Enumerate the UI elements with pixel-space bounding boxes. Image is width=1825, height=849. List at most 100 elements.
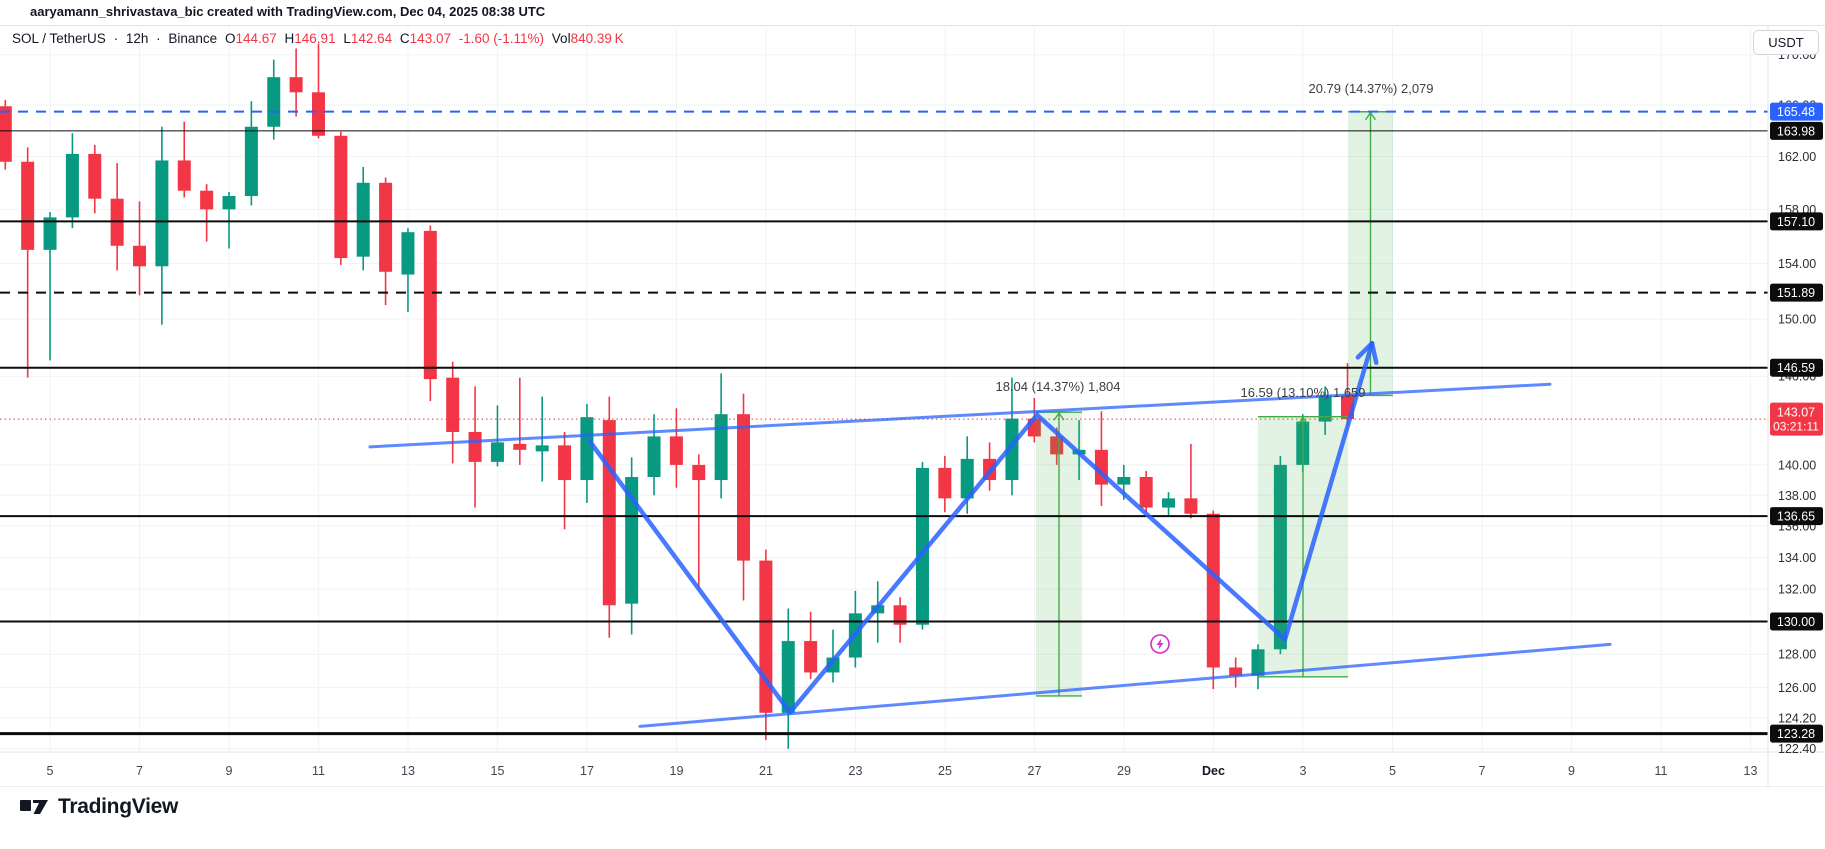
interval-label[interactable]: 12h bbox=[125, 31, 149, 46]
date-tick-label: 27 bbox=[1028, 764, 1042, 778]
candle-body bbox=[133, 245, 147, 267]
open-value: 144.67 bbox=[235, 31, 277, 46]
candle-body bbox=[356, 182, 370, 257]
currency-toggle-button[interactable]: USDT bbox=[1753, 30, 1819, 55]
tradingview-logo[interactable]: TradingView bbox=[20, 793, 178, 821]
legend-separator: · bbox=[156, 31, 161, 46]
date-tick-label: 17 bbox=[580, 764, 594, 778]
candle-body bbox=[759, 560, 773, 713]
candle-body bbox=[938, 467, 952, 499]
price-badge[interactable] bbox=[1770, 102, 1823, 121]
candle-body bbox=[267, 77, 281, 127]
candle-body bbox=[960, 458, 974, 499]
price-badge-value: 123.28 bbox=[1777, 727, 1815, 741]
price-tick-label: 162.00 bbox=[1778, 150, 1816, 164]
lightning-bolt-icon bbox=[1156, 638, 1164, 650]
low-label: L bbox=[343, 31, 351, 46]
widget-bottom-divider bbox=[0, 786, 1825, 787]
candle-body bbox=[1005, 418, 1019, 481]
candle-body bbox=[1184, 498, 1198, 514]
candle-body bbox=[334, 135, 348, 259]
trendline[interactable] bbox=[368, 382, 1552, 449]
price-badge-value: 151.89 bbox=[1777, 286, 1815, 300]
measure-label: 18.04 (14.37%) 1,804 bbox=[995, 379, 1120, 394]
candle-body bbox=[43, 217, 57, 250]
exchange-label[interactable]: Binance bbox=[168, 31, 218, 46]
price-badge-value: 163.98 bbox=[1777, 124, 1815, 138]
candle-body bbox=[1206, 513, 1220, 668]
candle-body bbox=[244, 126, 258, 197]
date-tick-label: 21 bbox=[759, 764, 773, 778]
price-badge[interactable] bbox=[1770, 402, 1823, 436]
price-tick-label: 134.00 bbox=[1778, 551, 1816, 565]
candle-body bbox=[625, 477, 639, 604]
candle-body bbox=[781, 641, 795, 713]
candle-body bbox=[490, 442, 504, 462]
price-range-arrowhead-icon bbox=[1297, 416, 1309, 426]
date-tick-label: 25 bbox=[938, 764, 952, 778]
price-badge[interactable] bbox=[1770, 612, 1823, 631]
high-label: H bbox=[284, 31, 295, 46]
candle-body bbox=[804, 641, 818, 673]
date-tick-label: 7 bbox=[1479, 764, 1486, 778]
candle-body bbox=[200, 190, 214, 210]
candle-body bbox=[669, 436, 683, 465]
symbol-name[interactable]: SOL / TetherUS bbox=[12, 31, 106, 46]
measure-label: 16.59 (13.10%) 1,659 bbox=[1240, 385, 1365, 400]
candle-body bbox=[311, 92, 325, 136]
arrowhead-icon bbox=[1369, 340, 1379, 366]
price-badge-value: 136.65 bbox=[1777, 510, 1815, 524]
date-tick-label: 5 bbox=[47, 764, 54, 778]
candle-body bbox=[222, 196, 236, 210]
candle-body bbox=[1318, 395, 1332, 422]
price-tick-label: 128.00 bbox=[1778, 648, 1816, 662]
candle-body bbox=[88, 153, 102, 199]
candle-body bbox=[737, 414, 751, 561]
date-tick-label: 11 bbox=[1655, 764, 1668, 778]
candle-body bbox=[1050, 436, 1064, 455]
price-badge[interactable] bbox=[1770, 507, 1823, 526]
candle-body bbox=[915, 467, 929, 625]
low-value: 142.64 bbox=[350, 31, 393, 46]
symbol-legend[interactable]: SOL / TetherUS · 12h · Binance O144.67 H… bbox=[12, 31, 628, 46]
zigzag-trend-arrow[interactable] bbox=[587, 340, 1375, 715]
candle-body bbox=[468, 431, 482, 462]
arrowhead-icon bbox=[1355, 340, 1375, 360]
candle-body bbox=[692, 464, 706, 481]
candle-body bbox=[155, 160, 169, 267]
candle-body bbox=[446, 377, 460, 432]
price-badge[interactable] bbox=[1770, 212, 1823, 231]
price-badge-value: 165.48 bbox=[1777, 105, 1815, 119]
candle-body bbox=[0, 106, 12, 162]
candle-body bbox=[423, 230, 437, 380]
candle-body bbox=[1117, 477, 1131, 485]
candle-body bbox=[513, 443, 527, 450]
price-tick-label: 154.00 bbox=[1778, 257, 1816, 271]
measure-label: 20.79 (14.37%) 2,079 bbox=[1308, 81, 1433, 96]
price-badge[interactable] bbox=[1770, 724, 1823, 743]
candle-body bbox=[289, 77, 303, 93]
candle-body bbox=[177, 160, 191, 191]
price-tick-label: 126.00 bbox=[1778, 681, 1816, 695]
volume-value: 840.39 K bbox=[570, 31, 624, 46]
date-tick-label: 13 bbox=[1744, 764, 1758, 778]
change-value: -1.60 (-1.11%) bbox=[458, 31, 545, 46]
trendline[interactable] bbox=[638, 642, 1612, 728]
candle-body bbox=[1229, 667, 1243, 676]
candle-body bbox=[1139, 477, 1153, 508]
candle-body bbox=[1273, 464, 1287, 650]
price-badge[interactable] bbox=[1770, 121, 1823, 140]
candle-body bbox=[379, 182, 393, 272]
price-range-arrowhead-icon bbox=[1053, 411, 1065, 421]
date-tick-label: 5 bbox=[1389, 764, 1396, 778]
price-badge[interactable] bbox=[1770, 358, 1823, 377]
date-tick-label: 19 bbox=[670, 764, 684, 778]
close-value: 143.07 bbox=[409, 31, 451, 46]
date-tick-label: 9 bbox=[1568, 764, 1575, 778]
date-tick-label: 11 bbox=[312, 764, 325, 778]
candle-body bbox=[401, 232, 415, 275]
price-badge[interactable] bbox=[1770, 283, 1823, 302]
high-value: 146.91 bbox=[294, 31, 336, 46]
